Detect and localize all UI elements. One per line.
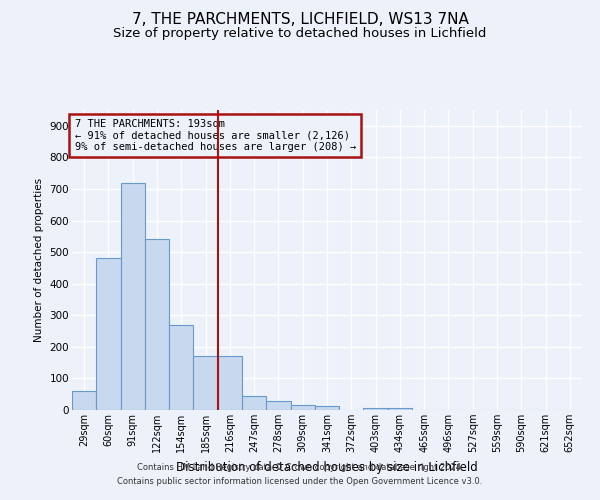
X-axis label: Distribution of detached houses by size in Lichfield: Distribution of detached houses by size … — [176, 460, 478, 473]
Bar — [315, 406, 339, 410]
Bar — [388, 408, 412, 410]
Bar — [121, 182, 145, 410]
Bar — [364, 408, 388, 410]
Text: Contains public sector information licensed under the Open Government Licence v3: Contains public sector information licen… — [118, 477, 482, 486]
Text: 7, THE PARCHMENTS, LICHFIELD, WS13 7NA: 7, THE PARCHMENTS, LICHFIELD, WS13 7NA — [131, 12, 469, 28]
Text: Size of property relative to detached houses in Lichfield: Size of property relative to detached ho… — [113, 28, 487, 40]
Bar — [290, 406, 315, 410]
Bar — [218, 356, 242, 410]
Bar — [193, 356, 218, 410]
Bar — [72, 391, 96, 410]
Bar — [96, 258, 121, 410]
Bar — [145, 240, 169, 410]
Bar — [169, 324, 193, 410]
Bar — [266, 400, 290, 410]
Text: 7 THE PARCHMENTS: 193sqm
← 91% of detached houses are smaller (2,126)
9% of semi: 7 THE PARCHMENTS: 193sqm ← 91% of detach… — [74, 119, 356, 152]
Text: Contains HM Land Registry data © Crown copyright and database right 2024.: Contains HM Land Registry data © Crown c… — [137, 464, 463, 472]
Bar — [242, 396, 266, 410]
Y-axis label: Number of detached properties: Number of detached properties — [34, 178, 44, 342]
